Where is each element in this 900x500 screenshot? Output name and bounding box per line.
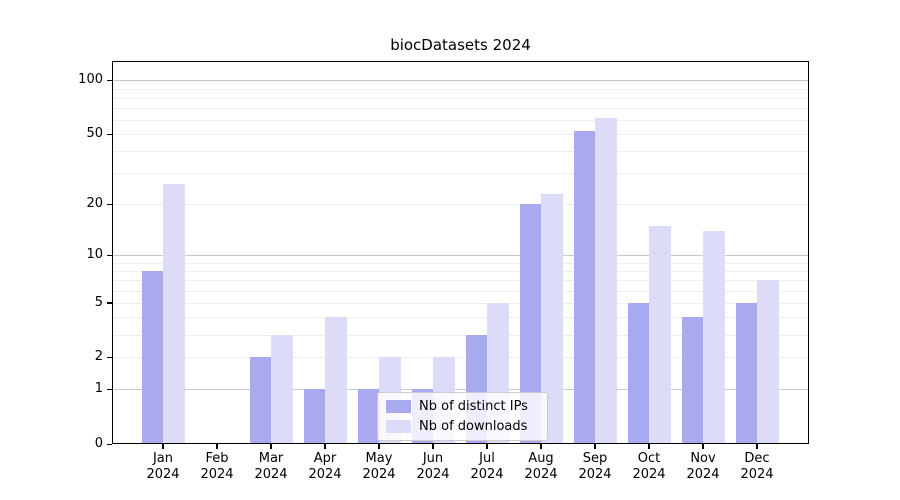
minor-gridline-20: [113, 204, 808, 206]
minor-gridline-8: [113, 270, 808, 272]
x-tick-mark-10: [648, 444, 650, 449]
bar-downloads-oct-2024: [649, 225, 671, 444]
x-tick-label-jul-2024: Jul 2024: [470, 451, 504, 482]
x-tick-mark-3: [270, 444, 272, 449]
x-tick-mark-7: [486, 444, 488, 449]
legend-row-downloads: Nb of downloads: [386, 419, 539, 434]
y-tick-mark-10: [107, 254, 112, 256]
x-tick-mark-6: [432, 444, 434, 449]
y-tick-label-5: 5: [94, 294, 103, 310]
x-tick-label-sep-2024: Sep 2024: [578, 451, 612, 482]
bar-distinct-ips-aug-2024: [519, 204, 541, 444]
legend-row-distinct-ips: Nb of distinct IPs: [386, 399, 539, 414]
x-tick-mark-1: [162, 444, 164, 449]
x-tick-label-mar-2024: Mar 2024: [254, 451, 288, 482]
x-tick-label-apr-2024: Apr 2024: [308, 451, 342, 482]
y-tick-mark-1: [107, 388, 112, 391]
minor-gridline-5: [113, 302, 808, 304]
bar-distinct-ips-apr-2024: [303, 389, 325, 444]
minor-gridline-90: [113, 88, 808, 90]
minor-gridline-80: [113, 97, 808, 99]
y-tick-label-10: 10: [86, 247, 103, 262]
bar-downloads-jan-2024: [163, 184, 185, 444]
minor-gridline-6: [113, 290, 808, 292]
bar-distinct-ips-may-2024: [357, 389, 379, 444]
bar-downloads-apr-2024: [325, 317, 347, 444]
major-gridline-10: [113, 255, 808, 256]
y-tick-label-0: 0: [94, 436, 103, 451]
y-tick-mark-5: [107, 302, 112, 304]
minor-gridline-3: [113, 334, 808, 336]
legend-swatch-downloads: [386, 420, 411, 433]
legend-label-downloads: Nb of downloads: [419, 419, 528, 434]
bar-distinct-ips-jan-2024: [141, 270, 163, 444]
bar-distinct-ips-dec-2024: [735, 302, 757, 444]
minor-gridline-4: [113, 317, 808, 319]
x-tick-label-dec-2024: Dec 2024: [740, 451, 774, 482]
x-tick-label-jan-2024: Jan 2024: [146, 451, 180, 482]
minor-gridline-2: [113, 357, 808, 359]
minor-gridline-40: [113, 151, 808, 153]
y-tick-mark-50: [107, 133, 112, 136]
minor-gridline-60: [113, 120, 808, 121]
y-tick-label-1: 1: [94, 381, 103, 397]
y-tick-label-50: 50: [86, 126, 103, 142]
x-tick-mark-11: [702, 444, 704, 449]
x-tick-label-feb-2024: Feb 2024: [200, 451, 234, 482]
x-tick-mark-2: [216, 444, 218, 449]
minor-gridline-70: [113, 108, 808, 110]
bar-downloads-mar-2024: [271, 334, 293, 444]
bar-downloads-aug-2024: [541, 193, 563, 444]
bar-distinct-ips-sep-2024: [573, 131, 595, 444]
bar-downloads-nov-2024: [703, 230, 725, 444]
x-tick-label-oct-2024: Oct 2024: [632, 451, 666, 482]
legend: Nb of distinct IPs Nb of downloads: [377, 392, 548, 441]
x-tick-mark-8: [540, 444, 542, 449]
chart-title: biocDatasets 2024: [390, 36, 531, 54]
x-tick-label-aug-2024: Aug 2024: [524, 451, 558, 482]
major-gridline-100: [113, 80, 808, 82]
y-tick-mark-0: [107, 443, 112, 445]
y-tick-label-2: 2: [94, 349, 103, 365]
bar-distinct-ips-nov-2024: [681, 317, 703, 444]
y-tick-mark-20: [107, 203, 112, 206]
bar-downloads-sep-2024: [595, 117, 617, 444]
legend-swatch-distinct-ips: [386, 400, 411, 413]
minor-gridline-50: [113, 134, 808, 136]
x-tick-mark-12: [756, 444, 758, 449]
major-gridline-1: [113, 389, 808, 391]
y-tick-mark-2: [107, 356, 112, 359]
x-tick-label-nov-2024: Nov 2024: [686, 451, 720, 482]
minor-gridline-7: [113, 280, 808, 282]
x-tick-label-jun-2024: Jun 2024: [416, 451, 450, 482]
x-tick-mark-4: [324, 444, 326, 449]
bar-distinct-ips-oct-2024: [627, 302, 649, 444]
legend-label-distinct-ips: Nb of distinct IPs: [419, 399, 528, 414]
bar-distinct-ips-mar-2024: [249, 357, 271, 444]
y-tick-label-20: 20: [86, 196, 103, 212]
minor-gridline-30: [113, 173, 808, 175]
y-tick-label-100: 100: [78, 72, 103, 88]
x-tick-mark-9: [594, 444, 596, 449]
y-tick-mark-100: [107, 79, 112, 82]
x-tick-mark-5: [378, 444, 380, 449]
minor-gridline-9: [113, 262, 808, 264]
x-tick-label-may-2024: May 2024: [362, 451, 396, 482]
bar-downloads-dec-2024: [757, 280, 779, 444]
